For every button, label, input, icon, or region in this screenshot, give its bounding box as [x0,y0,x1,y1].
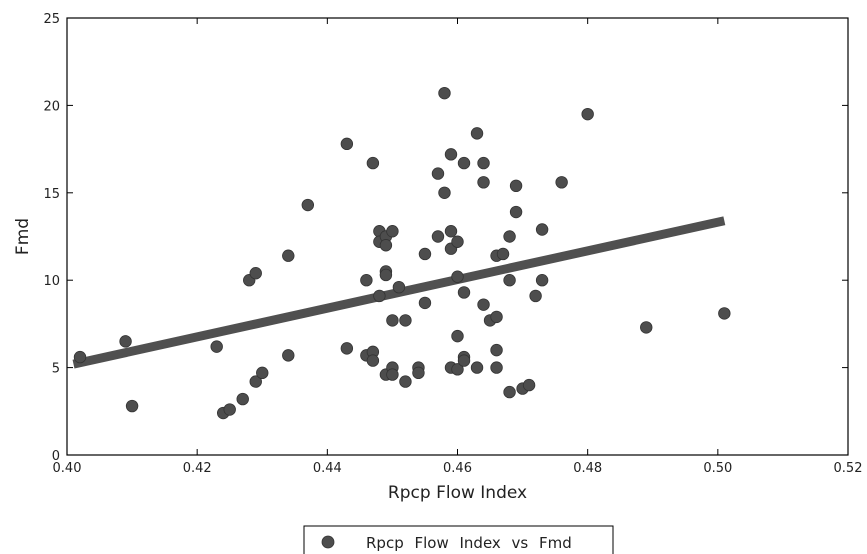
data-point [73,350,87,364]
data-point [366,156,380,170]
data-point [412,366,425,380]
data-point [249,375,262,388]
data-point [444,148,458,161]
data-point [470,127,484,140]
y-axis-label: Fmd [13,218,33,255]
data-point [125,399,139,413]
data-point [386,225,399,238]
data-point [431,167,445,180]
data-point [503,274,516,287]
data-point [490,310,503,324]
data-point [119,335,132,348]
data-point [718,307,731,320]
y-tick-label: 0 [52,449,60,464]
data-point [418,247,432,261]
data-point [451,270,464,283]
y-tick-label: 10 [43,274,60,289]
data-point [535,274,549,287]
y-axis-ticks: 0 5 10 15 20 25 [43,12,848,464]
data-point [477,156,490,170]
data-point [522,378,536,392]
data-point [503,385,516,399]
data-point [399,375,412,388]
data-point [379,268,393,282]
data-point [451,363,464,376]
y-tick-label: 5 [52,362,60,377]
data-point [477,298,490,311]
data-point [418,296,432,310]
data-point [282,249,295,262]
data-point [451,235,464,248]
data-point [399,314,412,327]
data-point [509,205,523,219]
x-tick-label: 0.52 [834,461,863,476]
data-point [438,186,451,200]
y-tick-label: 15 [43,187,60,202]
data-point [555,176,568,189]
data-point [490,343,503,357]
data-point [340,137,354,151]
data-point [360,274,373,287]
y-tick-label: 25 [43,12,60,27]
data-point [392,280,406,294]
data-point [379,239,393,252]
data-point [223,403,236,416]
data-point [640,321,653,334]
data-point [509,179,523,193]
data-point [249,267,262,280]
data-point [496,247,510,261]
data-point [386,368,399,381]
legend-marker [321,535,335,549]
data-point [210,340,223,353]
x-tick-label: 0.48 [573,461,602,476]
data-point [451,329,464,343]
data-point [457,156,471,170]
data-point [529,289,542,303]
x-tick-label: 0.42 [183,461,212,476]
data-point [470,361,484,374]
y-tick-label: 20 [43,99,60,114]
legend: Rpcp Flow Index vs Fmd [303,525,614,554]
data-point [444,225,458,238]
data-point [457,354,471,367]
legend-box [303,525,614,554]
data-point [457,286,471,299]
data-point [535,223,549,236]
x-tick-label: 0.40 [53,461,82,476]
data-point [256,366,269,380]
x-axis-ticks: 0.40 0.42 0.44 0.46 0.48 0.50 0.52 [53,18,863,476]
data-point [503,230,516,243]
data-point [236,392,249,406]
data-point [386,314,399,327]
data-point [366,354,380,367]
data-point [438,86,451,100]
data-point [301,198,315,212]
data-point [282,349,295,362]
x-tick-label: 0.44 [313,461,342,476]
data-point [373,289,386,303]
data-point [477,176,490,189]
legend-label: Rpcp Flow Index vs Fmd [366,534,572,552]
x-axis-label: Rpcp Flow Index [388,483,527,503]
x-tick-label: 0.46 [443,461,472,476]
data-point [581,107,594,121]
data-points [73,86,731,420]
x-tick-label: 0.50 [703,461,732,476]
data-point [431,230,445,243]
data-point [340,342,354,355]
data-point [490,361,503,374]
